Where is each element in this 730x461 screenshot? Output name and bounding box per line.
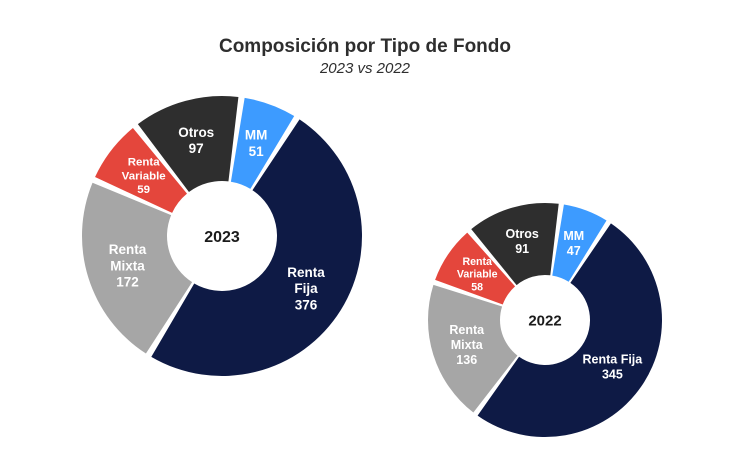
slice-label-renta-fija-2022: Renta Fija 345 [583,353,644,382]
slice-label-renta-variable-2022: Renta Variable 58 [457,256,498,294]
chart-subtitle: 2023 vs 2022 [319,60,411,77]
chart-title: Composición por Tipo de Fondo [218,36,511,57]
slice-renta-mixta-2023 [81,182,193,354]
slice-label-mm-2023: MM 51 [245,128,268,159]
slice-mm-2023 [230,97,295,189]
slice-otros-2022 [471,203,559,286]
slice-renta-mixta-2022 [428,284,518,413]
slice-otros-2023 [137,96,239,193]
donut-2022: MM 47 Renta Fija 345 Renta Mixta 136 Renta Varia… [428,203,662,437]
slice-renta-variable-2023 [95,128,188,213]
slice-label-renta-mixta-2023: Renta Mixta 172 [109,242,147,289]
slice-label-mm-2022: MM 47 [563,229,584,258]
slice-label-renta-variable-2023: Renta Variable 59 [122,157,166,197]
slice-renta-fija-2022 [477,223,662,437]
slice-label-renta-mixta-2022: Renta Mixta 136 [449,323,485,367]
slice-label-renta-fija-2023: Renta Fija 376 [287,265,325,312]
donut-center-label-2022: 2022 [528,312,561,329]
slice-label-otros-2023: Otros 97 [178,125,214,156]
slice-label-otros-2022: Otros 91 [505,227,538,256]
slice-mm-2022 [552,204,607,282]
donut-2023: MM 51 Renta Fija 376 Renta Mixta 172 Renta Variab… [81,96,362,376]
slice-renta-variable-2022 [435,232,516,305]
slice-renta-fija-2023 [151,119,362,376]
donut-center-label-2023: 2023 [204,229,240,246]
